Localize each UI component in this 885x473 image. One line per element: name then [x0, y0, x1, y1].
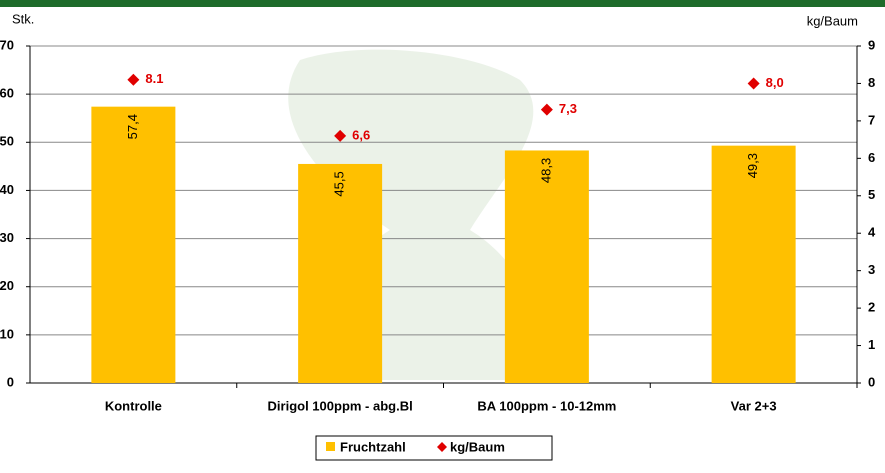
x-tick-label: Kontrolle — [105, 398, 162, 413]
y2-tick-label: 7 — [868, 112, 875, 127]
bar-label: 45,5 — [332, 171, 347, 196]
marker — [540, 103, 553, 116]
marker-label: 6,6 — [352, 127, 370, 142]
marker-label: 7,3 — [559, 101, 577, 116]
bar-label: 57,4 — [125, 114, 140, 139]
x-tick-label: Dirigol 100ppm - abg.Bl — [268, 398, 413, 413]
bar-label: 49,3 — [745, 153, 760, 178]
y2-tick-label: 6 — [868, 150, 875, 165]
bar-label: 48,3 — [538, 158, 553, 183]
y-tick-label: 10 — [0, 326, 14, 341]
y-tick-label: 40 — [0, 182, 14, 197]
legend-label: Fruchtzahl — [340, 439, 406, 454]
bar — [91, 106, 176, 383]
legend-box — [315, 435, 553, 461]
y2-tick-label: 8 — [868, 75, 875, 90]
marker — [127, 73, 140, 86]
x-tick-label: Var 2+3 — [731, 398, 777, 413]
marker — [334, 129, 347, 142]
y-axis-label: Stk. — [12, 11, 34, 26]
bar — [711, 145, 796, 383]
y-tick-label: 60 — [0, 86, 14, 101]
legend-label: kg/Baum — [450, 439, 505, 454]
marker-label: 8,0 — [766, 75, 784, 90]
marker — [747, 77, 760, 90]
y-tick-label: 0 — [7, 374, 14, 389]
y2-tick-label: 3 — [868, 262, 875, 277]
y2-axis-label: kg/Baum — [807, 13, 858, 28]
y2-tick-label: 0 — [868, 374, 875, 389]
y2-tick-label: 4 — [868, 225, 876, 240]
legend-marker — [437, 442, 447, 452]
y2-tick-label: 9 — [868, 37, 875, 52]
bar — [504, 150, 589, 383]
y2-tick-label: 5 — [868, 187, 875, 202]
y-tick-label: 30 — [0, 230, 14, 245]
y-tick-label: 50 — [0, 134, 14, 149]
y2-tick-label: 2 — [868, 300, 875, 315]
y-tick-label: 70 — [0, 37, 14, 52]
legend-marker — [326, 442, 335, 451]
y-tick-label: 20 — [0, 278, 14, 293]
y2-tick-label: 1 — [868, 337, 875, 352]
bar — [298, 163, 383, 383]
x-tick-label: BA 100ppm - 10-12mm — [477, 398, 616, 413]
top-band — [0, 0, 885, 7]
marker-label: 8.1 — [145, 71, 163, 86]
